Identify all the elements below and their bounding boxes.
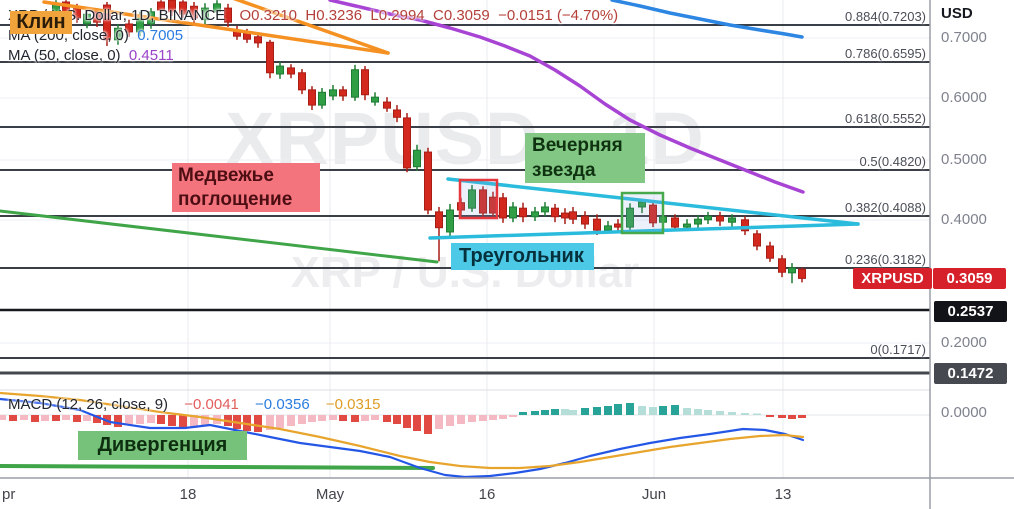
ma50-label: MA (50, close, 0) — [8, 47, 121, 64]
support-level-badge-2: 0.1472 — [934, 363, 1007, 384]
ma50-value: 0.4511 — [128, 47, 174, 64]
triangle-line-lower — [428, 222, 860, 240]
time-axis-label: 18 — [179, 486, 197, 503]
wedge-line-upper — [232, 0, 390, 55]
price-divergence-trendline — [0, 209, 439, 264]
time-axis-label: Jun — [641, 486, 667, 503]
fib-label-0786[interactable]: 0.786(0.6595) — [845, 46, 926, 61]
annotation-divergence[interactable]: Дивергенция — [78, 431, 247, 460]
annotation-bearish-line2: поглощение — [178, 189, 293, 210]
ma50-legend[interactable]: MA (50, close, 0) 0.4511 — [8, 47, 174, 64]
annotation-triangle[interactable]: Треугольник — [451, 243, 594, 270]
ohlc-high: H0.3236 — [305, 7, 363, 24]
annotation-star-line2: звезда — [532, 160, 596, 181]
time-axis-label: 16 — [478, 486, 496, 503]
fib-label-0382[interactable]: 0.382(0.4088) — [845, 200, 926, 215]
macd-signal-value: −0.0315 — [325, 396, 381, 413]
fib-label-0618[interactable]: 0.618(0.5552) — [845, 111, 926, 126]
macd-hist-value: −0.0041 — [184, 396, 239, 413]
fib-label-0884[interactable]: 0.884(0.7203) — [845, 9, 926, 24]
time-axis-label: May — [315, 486, 345, 503]
wedge-line-lower — [42, 0, 390, 55]
vertical-gridlines — [0, 0, 930, 478]
candlestick-series — [52, 0, 806, 284]
annotation-wedge[interactable]: Клин — [10, 11, 72, 34]
fib-label-0236[interactable]: 0.236(0.3182) — [845, 252, 926, 267]
pattern-boxes — [458, 178, 665, 235]
price-axis-currency: USD — [941, 5, 973, 22]
symbol-legend[interactable]: XRP / U.S. Dollar, 1D, BINANCE O0.3210 H… — [8, 7, 618, 24]
ohlc-low: L0.2994 — [370, 7, 425, 24]
annotation-bearish-engulfing[interactable]: Медвежье поглощение — [172, 163, 320, 212]
ma200-value: 0.7005 — [137, 27, 184, 44]
support-level-badge-1: 0.2537 — [934, 301, 1007, 322]
time-axis-label: 13 — [774, 486, 792, 503]
price-axis-label: 0.5000 — [941, 151, 987, 168]
price-axis-label: 0.7000 — [941, 29, 987, 46]
time-axis-label: pr — [2, 486, 16, 503]
fib-label-0[interactable]: 0(0.1717) — [870, 342, 926, 357]
price-axis-label: 0.2000 — [941, 334, 987, 351]
ohlc-change: −0.0151 (−4.70%) — [498, 7, 619, 24]
fib-label-05[interactable]: 0.5(0.4820) — [859, 154, 927, 169]
price-axis-label: 0.4000 — [941, 211, 987, 228]
annotation-star-line1: Вечерняя — [532, 135, 623, 156]
macd-label: MACD (12, 26, close, 9) — [8, 396, 169, 413]
ohlc-close: C0.3059 — [433, 7, 490, 24]
last-price-symbol-badge: XRPUSD — [853, 268, 932, 289]
macd-signal-line — [0, 391, 805, 470]
macd-line-value: −0.0356 — [255, 396, 310, 413]
annotation-bearish-line1: Медвежье — [178, 165, 274, 186]
macd-line — [0, 397, 805, 479]
annotation-evening-star[interactable]: Вечерняя звезда — [525, 133, 645, 183]
price-axis-label: 0.6000 — [941, 89, 987, 106]
last-price-value-badge: 0.3059 — [933, 268, 1006, 289]
macd-histogram — [0, 403, 806, 434]
triangle-line-upper — [446, 177, 860, 226]
macd-divergence-line — [0, 464, 435, 470]
ma200-line — [610, 0, 804, 39]
macd-legend[interactable]: MACD (12, 26, close, 9) −0.0041 −0.0356 … — [8, 396, 393, 413]
price-axis-label: 0.0000 — [941, 404, 987, 421]
ohlc-open: O0.3210 — [239, 7, 298, 24]
ma50-line — [328, 0, 805, 194]
